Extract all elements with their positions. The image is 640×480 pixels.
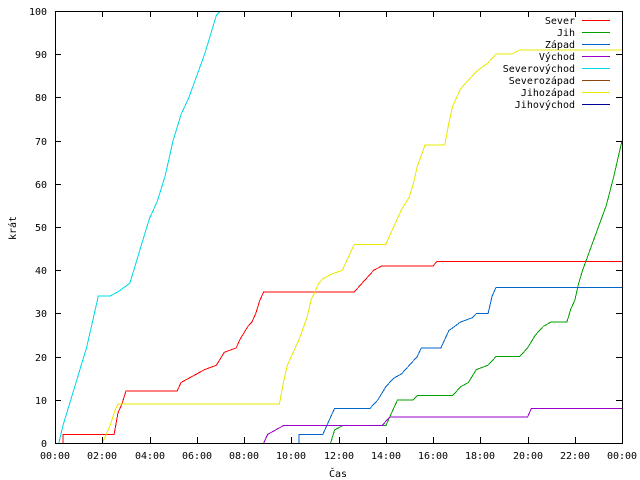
x-tick-label: 02:00 [87,451,117,462]
y-tick-label: 70 [35,137,47,148]
y-tick-label: 20 [35,353,47,364]
legend-label: Sever [545,16,575,27]
y-tick-label: 30 [35,309,47,320]
axis-tick-labels: 00:00 02:00 04:00 06:00 08:00 10:00 12:00 14:00… [29,7,637,462]
x-tick-label: 12:00 [324,451,354,462]
x-tick-label: 18:00 [465,451,495,462]
legend-label: Jihozápad [521,87,575,99]
x-tick-label: 06:00 [182,451,212,462]
y-tick-label: 100 [29,7,47,18]
y-tick-label: 90 [35,50,47,61]
y-tick-label: 40 [35,266,47,277]
legend-label: Jihovýchod [515,99,575,111]
series-line-severovýchod [58,10,221,444]
plot-marks [58,10,623,444]
series-line-jih [330,140,623,444]
x-tick-label: 08:00 [229,451,259,462]
y-tick-label: 60 [35,180,47,191]
series-line-sever [62,261,622,443]
x-tick-label: 00:00 [40,451,70,462]
y-tick-label: 80 [35,93,47,104]
legend-label: Východ [539,51,575,63]
y-tick-label: 0 [41,439,47,450]
x-axis-title: Čas [329,467,347,480]
x-tick-label: 14:00 [371,451,401,462]
x-tick-label: 00:00 [607,451,637,462]
x-tick-label: 20:00 [513,451,543,462]
y-tick-label: 50 [35,223,47,234]
series-line-západ [298,287,622,443]
legend-label: Jih [557,28,575,39]
x-tick-label: 04:00 [135,451,165,462]
series-line-východ [263,407,622,444]
x-tick-label: 16:00 [418,451,448,462]
legend-label: Severozápad [509,75,575,87]
legend: SeverJihZápadVýchodSeverovýchodSeverozáp… [503,16,610,111]
x-tick-label: 10:00 [276,451,306,462]
y-axis-title: krát [7,216,19,240]
x-tick-label: 22:00 [560,451,590,462]
y-tick-label: 10 [35,396,47,407]
legend-label: Severovýchod [503,63,575,75]
legend-label: Západ [545,39,575,51]
series-line-jihozápad [101,49,622,444]
axis-ticks [55,11,623,444]
